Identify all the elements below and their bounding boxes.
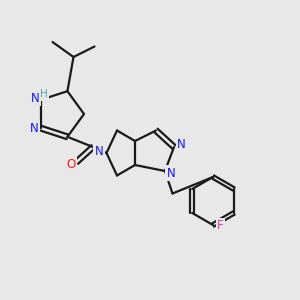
Text: N: N xyxy=(31,92,40,105)
Text: H: H xyxy=(40,89,48,100)
Text: N: N xyxy=(167,167,176,180)
Text: O: O xyxy=(67,158,76,172)
Text: N: N xyxy=(94,145,103,158)
Text: F: F xyxy=(217,219,224,232)
Text: N: N xyxy=(177,138,186,151)
Text: N: N xyxy=(30,122,38,135)
